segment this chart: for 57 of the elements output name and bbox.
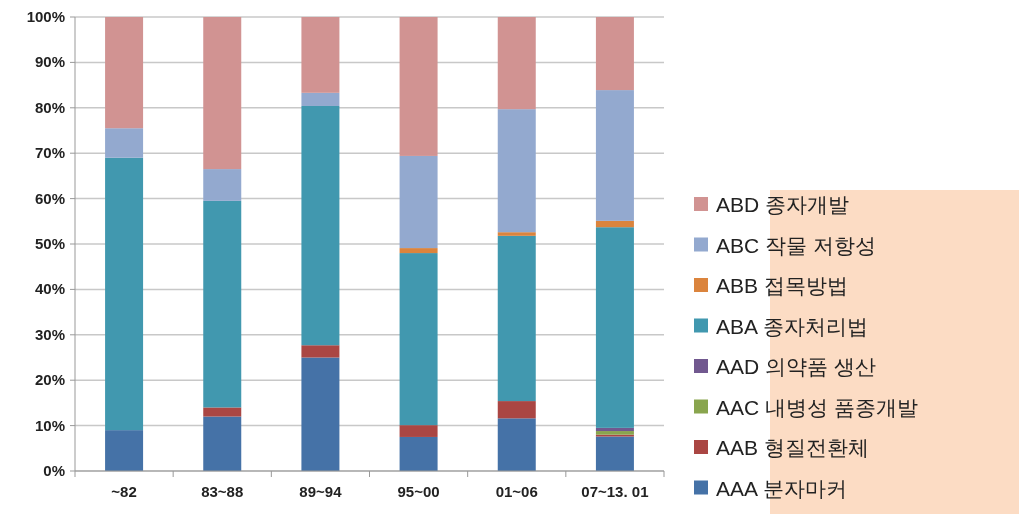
legend-label: ABB 접목방법 bbox=[716, 274, 848, 297]
bar bbox=[497, 109, 536, 233]
bar bbox=[399, 425, 438, 437]
y-tick-label: 10% bbox=[34, 416, 65, 434]
y-tick-label: 0% bbox=[43, 462, 65, 479]
bar bbox=[595, 227, 634, 428]
bar bbox=[301, 105, 340, 346]
legend-label: AAB 형질전환체 bbox=[716, 436, 869, 459]
legend-label: AAA 분자마커 bbox=[716, 476, 847, 500]
bar bbox=[595, 427, 634, 432]
y-tick-label: 40% bbox=[34, 280, 65, 298]
x-tick-label: 07~13. 01 bbox=[581, 483, 649, 500]
x-tick-label: 83~88 bbox=[201, 483, 244, 500]
bar bbox=[399, 248, 438, 254]
y-tick-label: 80% bbox=[34, 98, 65, 116]
bar bbox=[595, 220, 634, 228]
bar bbox=[497, 418, 536, 471]
y-tick-label: 60% bbox=[34, 189, 65, 207]
bar bbox=[497, 17, 536, 110]
bar bbox=[203, 416, 242, 471]
bar bbox=[399, 253, 438, 426]
bar bbox=[595, 436, 634, 471]
legend-label: ABD 종자개발 bbox=[716, 193, 850, 216]
bar bbox=[595, 17, 634, 91]
bar bbox=[105, 128, 144, 158]
legend-label: ABC 작물 저항성 bbox=[716, 233, 876, 257]
bar bbox=[105, 157, 144, 431]
y-tick-label: 30% bbox=[34, 325, 65, 343]
y-tick-label: 70% bbox=[34, 144, 65, 162]
x-tick-label: 89~94 bbox=[299, 483, 343, 500]
bar bbox=[399, 155, 438, 249]
y-tick-label: 90% bbox=[34, 53, 65, 71]
legend-label: ABA 종자처리법 bbox=[716, 314, 868, 338]
bar bbox=[105, 430, 144, 471]
bar bbox=[203, 407, 242, 417]
bar bbox=[399, 436, 438, 471]
bar bbox=[105, 17, 144, 129]
y-tick-label: 50% bbox=[34, 235, 65, 252]
bar bbox=[595, 90, 634, 221]
x-tick-label: 01~06 bbox=[495, 483, 538, 500]
bar bbox=[203, 200, 242, 408]
bar bbox=[203, 169, 242, 201]
legend-label: AAC 내병성 품종개발 bbox=[716, 395, 918, 419]
y-tick-label: 100% bbox=[26, 8, 65, 25]
bar bbox=[301, 345, 340, 358]
x-tick-label: ~82 bbox=[111, 483, 137, 500]
bar bbox=[399, 17, 438, 156]
bar bbox=[497, 401, 536, 419]
bar bbox=[497, 232, 536, 236]
bar bbox=[497, 235, 536, 402]
legend-label: AAD 의약품 생산 bbox=[716, 355, 876, 378]
bar bbox=[301, 17, 340, 93]
bar bbox=[203, 17, 242, 170]
bar bbox=[301, 357, 340, 471]
y-tick-label: 20% bbox=[34, 371, 65, 389]
bar bbox=[301, 92, 340, 106]
x-tick-label: 95~00 bbox=[397, 483, 440, 500]
